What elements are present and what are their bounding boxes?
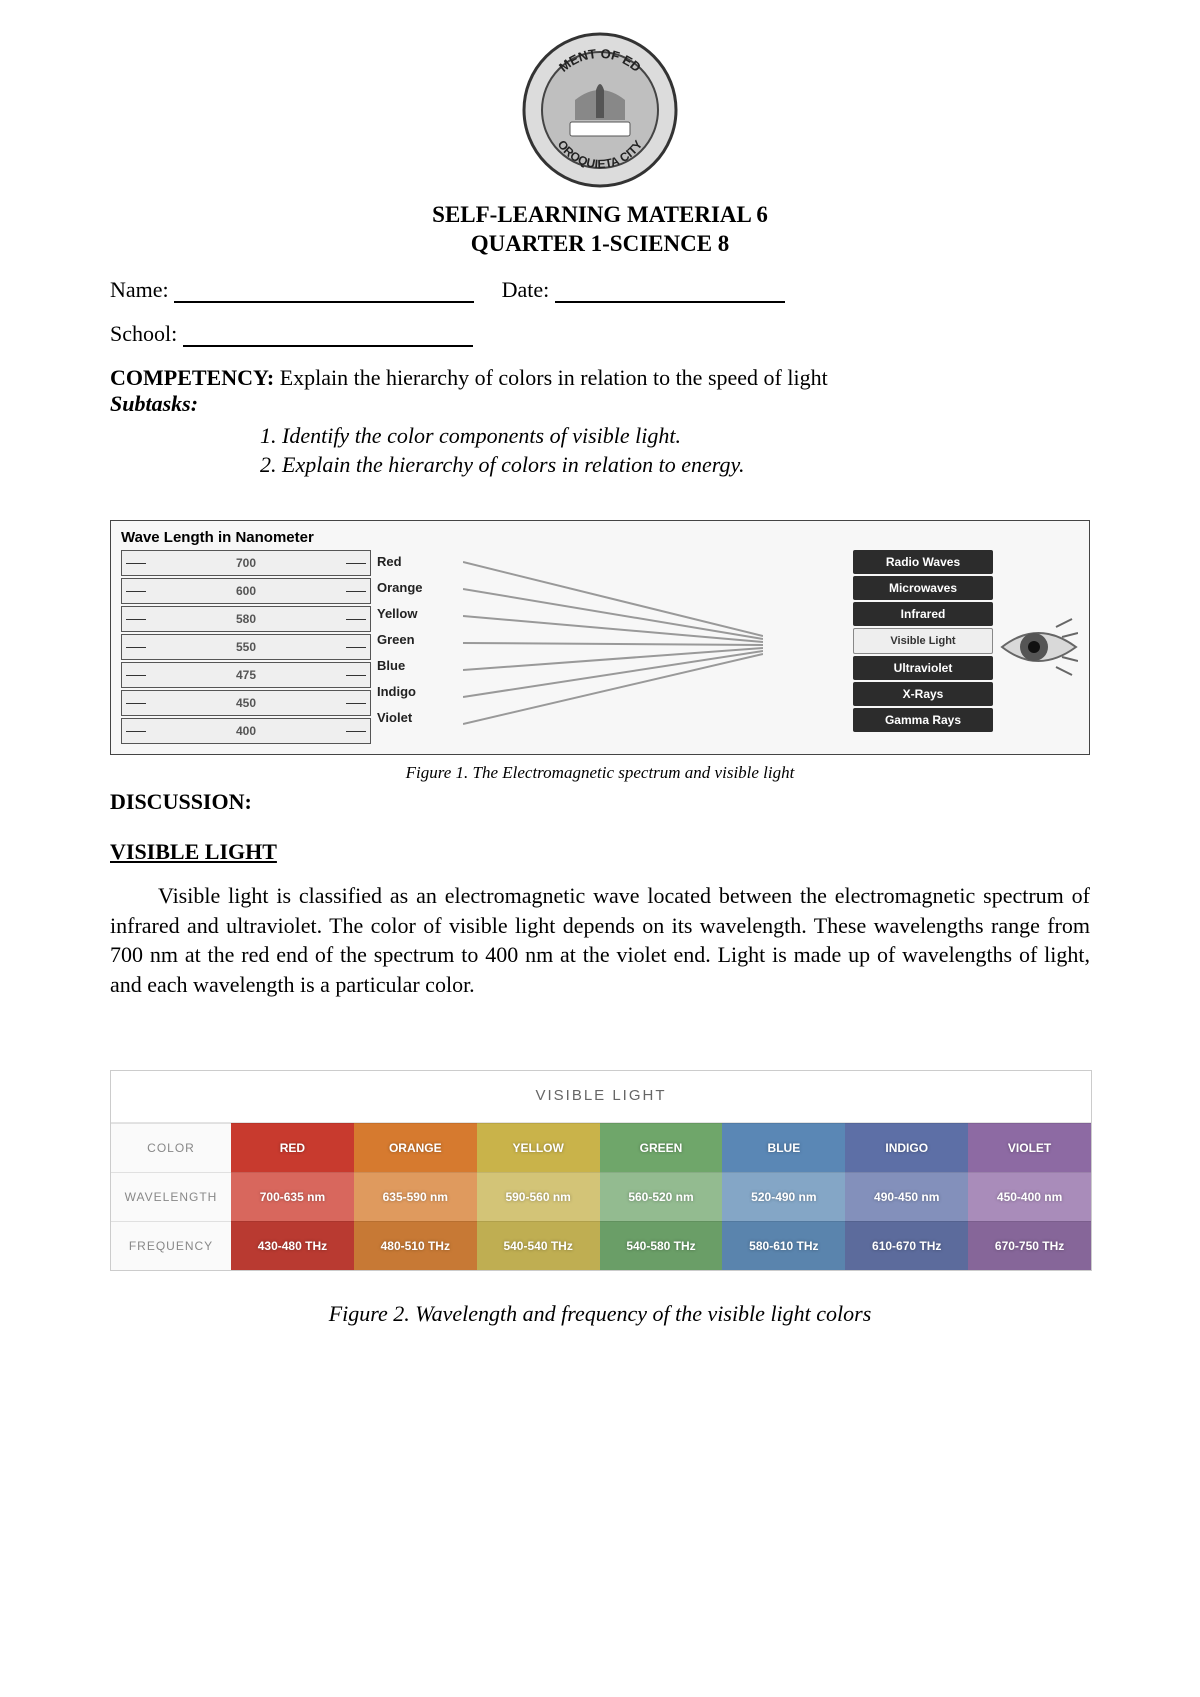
wavelength-cell: 475 (121, 662, 371, 688)
discussion-paragraph: Visible light is classified as an electr… (110, 881, 1090, 1000)
em-band-cell: Infrared (853, 602, 993, 626)
name-label: Name: (110, 277, 169, 302)
color-name-cell: Green (377, 628, 457, 652)
fig2-frequency-cell: 580-610 THz (722, 1221, 845, 1270)
subtask-2: 2. Explain the hierarchy of colors in re… (260, 450, 1090, 480)
visible-light-heading: VISIBLE LIGHT (110, 839, 1090, 865)
figure-2-table: VISIBLE LIGHT COLOR REDORANGEYELLOWGREEN… (110, 1070, 1092, 1271)
color-name-cell: Blue (377, 654, 457, 678)
subtasks-heading: Subtasks: (110, 391, 1090, 417)
em-band-cell: Visible Light (853, 628, 993, 654)
fig2-frequency-cell: 430-480 THz (231, 1221, 354, 1270)
color-name-cell: Orange (377, 576, 457, 600)
color-name-cell: Yellow (377, 602, 457, 626)
color-name-cell: Indigo (377, 680, 457, 704)
fig2-wavelength-cell: 450-400 nm (968, 1172, 1091, 1221)
wavelength-cell: 400 (121, 718, 371, 744)
competency-label: COMPETENCY: (110, 365, 274, 390)
spectrum-lines-icon (463, 550, 763, 738)
date-field[interactable] (555, 277, 785, 302)
figure-1: Wave Length in Nanometer 700600580550475… (110, 520, 1090, 755)
fig2-color-cell: INDIGO (845, 1123, 968, 1172)
competency-text: Explain the hierarchy of colors in relat… (280, 365, 828, 390)
fig2-label-color: COLOR (111, 1123, 231, 1172)
fig2-wavelength-cell: 520-490 nm (722, 1172, 845, 1221)
fig2-frequency-cell: 670-750 THz (968, 1221, 1091, 1270)
doc-title-1: SELF-LEARNING MATERIAL 6 (110, 201, 1090, 230)
fig2-color-cell: ORANGE (354, 1123, 477, 1172)
fig2-frequency-cell: 540-580 THz (600, 1221, 723, 1270)
figure-2-caption: Figure 2. Wavelength and frequency of th… (110, 1301, 1090, 1327)
fig2-wavelength-cell: 490-450 nm (845, 1172, 968, 1221)
fig2-frequency-cell: 540-540 THz (477, 1221, 600, 1270)
fig2-frequency-cell: 610-670 THz (845, 1221, 968, 1270)
doc-title-2: QUARTER 1-SCIENCE 8 (110, 230, 1090, 259)
school-label: School: (110, 321, 177, 346)
school-field[interactable] (183, 321, 473, 346)
fig2-label-wavelength: WAVELENGTH (111, 1172, 231, 1221)
em-band-cell: Gamma Rays (853, 708, 993, 732)
date-label: Date: (502, 277, 550, 302)
wavelength-cell: 550 (121, 634, 371, 660)
em-band-cell: X-Rays (853, 682, 993, 706)
fig2-title: VISIBLE LIGHT (111, 1071, 1091, 1123)
fig2-color-cell: YELLOW (477, 1123, 600, 1172)
em-band-cell: Microwaves (853, 576, 993, 600)
fig1-wl-title: Wave Length in Nanometer (121, 529, 1079, 546)
discussion-heading: DISCUSSION: (110, 789, 1090, 815)
wavelength-cell: 700 (121, 550, 371, 576)
fig2-label-frequency: FREQUENCY (111, 1221, 231, 1270)
fig2-wavelength-cell: 635-590 nm (354, 1172, 477, 1221)
color-name-cell: Red (377, 550, 457, 574)
color-name-cell: Violet (377, 706, 457, 730)
wavelength-cell: 450 (121, 690, 371, 716)
fig2-color-cell: RED (231, 1123, 354, 1172)
wavelength-cell: 600 (121, 578, 371, 604)
em-band-cell: Ultraviolet (853, 656, 993, 680)
dept-logo: MENT OF ED OROQUIETA CITY (110, 30, 1090, 195)
figure-1-caption: Figure 1. The Electromagnetic spectrum a… (110, 763, 1090, 783)
em-band-cell: Radio Waves (853, 550, 993, 574)
subtask-1: 1. Identify the color components of visi… (260, 421, 1090, 451)
fig2-wavelength-cell: 590-560 nm (477, 1172, 600, 1221)
fig2-color-cell: BLUE (722, 1123, 845, 1172)
fig2-wavelength-cell: 560-520 nm (600, 1172, 723, 1221)
fig2-color-cell: VIOLET (968, 1123, 1091, 1172)
name-field[interactable] (174, 277, 474, 302)
fig2-color-cell: GREEN (600, 1123, 723, 1172)
wavelength-cell: 580 (121, 606, 371, 632)
eye-icon (1000, 617, 1078, 677)
fig2-wavelength-cell: 700-635 nm (231, 1172, 354, 1221)
fig2-frequency-cell: 480-510 THz (354, 1221, 477, 1270)
